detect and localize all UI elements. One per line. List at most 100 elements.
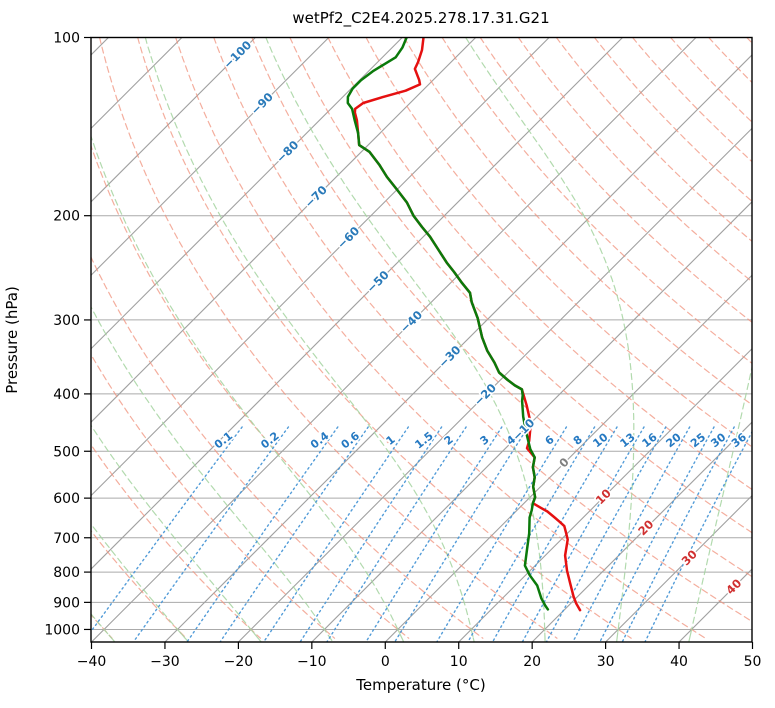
- y-tick-label: 300: [53, 313, 80, 329]
- moist-adiabat-line: [265, 37, 546, 642]
- isotherm-label: −100: [221, 38, 255, 72]
- mixing-ratio-label: 0.4: [308, 429, 332, 451]
- mixing-ratio-line: [599, 426, 715, 642]
- isotherm-line: [91, 37, 550, 497]
- dry-adiabat-line: [91, 353, 336, 639]
- mixing-ratio-line: [394, 426, 529, 642]
- mixing-ratio-line: [132, 426, 290, 642]
- mixing-ratio-label: 1: [384, 433, 398, 448]
- mixing-ratio-line: [365, 426, 503, 642]
- mixing-ratio-line: [219, 426, 369, 642]
- moist-adiabat-line: [91, 134, 405, 642]
- dry-adiabat-line: [137, 37, 632, 639]
- y-tick-label: 1000: [44, 622, 80, 638]
- moist-adiabat-line: [762, 38, 775, 643]
- dry-adiabat-line: [365, 37, 752, 448]
- dry-adiabat-line: [251, 37, 752, 578]
- dry-adiabat-line: [327, 37, 752, 491]
- moist-adiabat-line: [91, 522, 190, 642]
- dry-adiabat-line: [479, 37, 752, 324]
- y-tick-label: 700: [53, 531, 80, 547]
- dry-adiabat-line: [631, 37, 752, 163]
- y-tick-label: 100: [53, 31, 80, 47]
- x-tick-label: −30: [150, 654, 180, 670]
- dry-adiabat-line: [517, 37, 752, 283]
- isotherm-line: [531, 421, 752, 642]
- mixing-ratio-label: 13: [618, 431, 638, 451]
- mixing-ratio-line: [491, 426, 618, 642]
- mixing-ratio-line: [299, 426, 443, 642]
- dry-adiabat-line: [91, 443, 261, 639]
- mixing-ratio-line: [644, 430, 752, 642]
- mixing-ratio-label: 30: [708, 430, 728, 450]
- dry-adiabat-line: [98, 37, 558, 639]
- moist-adiabat-line: [688, 364, 752, 642]
- x-tick-label: 40: [670, 654, 688, 670]
- moist-adiabat-line: [91, 424, 262, 642]
- mixing-ratio-label: 36: [729, 430, 749, 450]
- mixing-ratio-label: 25: [688, 431, 708, 451]
- dry-adiabat-line: [175, 37, 706, 639]
- mixing-ratio-line: [572, 426, 691, 642]
- mixing-ratio-label: 3: [478, 433, 492, 448]
- dry-adiabat-line: [441, 37, 752, 365]
- dry-adiabat-line: [91, 255, 410, 639]
- y-tick-label: 800: [53, 565, 80, 581]
- isotherm-line: [753, 38, 775, 643]
- mixing-ratio-label: 0.1: [212, 429, 235, 451]
- x-tick-label: −40: [77, 654, 107, 670]
- moist-adiabat-line: [144, 37, 475, 642]
- isotherm-line: [91, 37, 256, 203]
- mixing-ratio-line: [521, 426, 645, 642]
- chart-title: wetPf2_C2E4.2025.278.17.31.G21: [292, 9, 549, 28]
- dry-adiabat-line: [555, 37, 752, 243]
- y-tick-label: 900: [53, 595, 80, 611]
- y-tick-label: 500: [53, 444, 80, 460]
- isotherm-line: [237, 127, 752, 642]
- isotherm-line: [91, 37, 403, 350]
- dry-adiabat-line: [669, 37, 752, 123]
- x-tick-label: 20: [523, 654, 541, 670]
- dry-adiabat-line: [91, 144, 484, 639]
- mixing-ratio-label: 2: [442, 433, 456, 448]
- moist-adiabat-line: [465, 37, 635, 642]
- moist-adiabat-line: [91, 305, 334, 642]
- isotherm-line: [311, 201, 752, 642]
- isotherm-line: [91, 37, 330, 277]
- isotherm-line: [384, 274, 752, 642]
- mixing-ratio-label: 0.2: [258, 429, 281, 451]
- y-tick-label: 200: [53, 209, 80, 225]
- isotherm-line: [605, 494, 752, 642]
- isotherm-line: [91, 37, 623, 570]
- plot-background: [91, 37, 775, 643]
- dry-adiabat-line: [746, 37, 752, 44]
- plot-border: [90, 36, 753, 643]
- isotherm-line: [91, 37, 477, 423]
- dry-adiabat-line: [593, 37, 752, 203]
- x-tick-label: 10: [450, 654, 468, 670]
- mixing-ratio-line: [436, 426, 568, 642]
- dry-adiabat-line: [289, 37, 752, 534]
- dry-adiabat-line: [213, 37, 752, 623]
- mixing-ratio-line: [186, 426, 339, 642]
- mixing-ratio-line: [467, 426, 596, 642]
- mixing-ratio-line: [621, 426, 735, 642]
- mixing-ratio-line: [263, 426, 409, 642]
- dewpoint-curve: [346, 37, 550, 611]
- y-tick-label: 600: [53, 491, 80, 507]
- dry-adiabat-line: [403, 37, 752, 406]
- x-tick-label: 50: [744, 654, 762, 670]
- mixing-ratio-label: 16: [640, 430, 660, 450]
- isotherm-line: [91, 37, 697, 642]
- isotherm-line: [164, 54, 752, 642]
- axes-frame: −40 −30 −20 −10 0 10 20 30 40 5010020030040050060…: [44, 31, 761, 671]
- x-tick-label: −20: [224, 654, 254, 670]
- x-tick-label: 0: [381, 654, 390, 670]
- x-axis-label: Temperature (°C): [355, 676, 485, 694]
- dry-adiabat-line: [91, 529, 187, 639]
- x-tick-label: 30: [597, 654, 615, 670]
- mixing-ratio-line: [545, 426, 667, 642]
- isotherm-line: [458, 347, 752, 642]
